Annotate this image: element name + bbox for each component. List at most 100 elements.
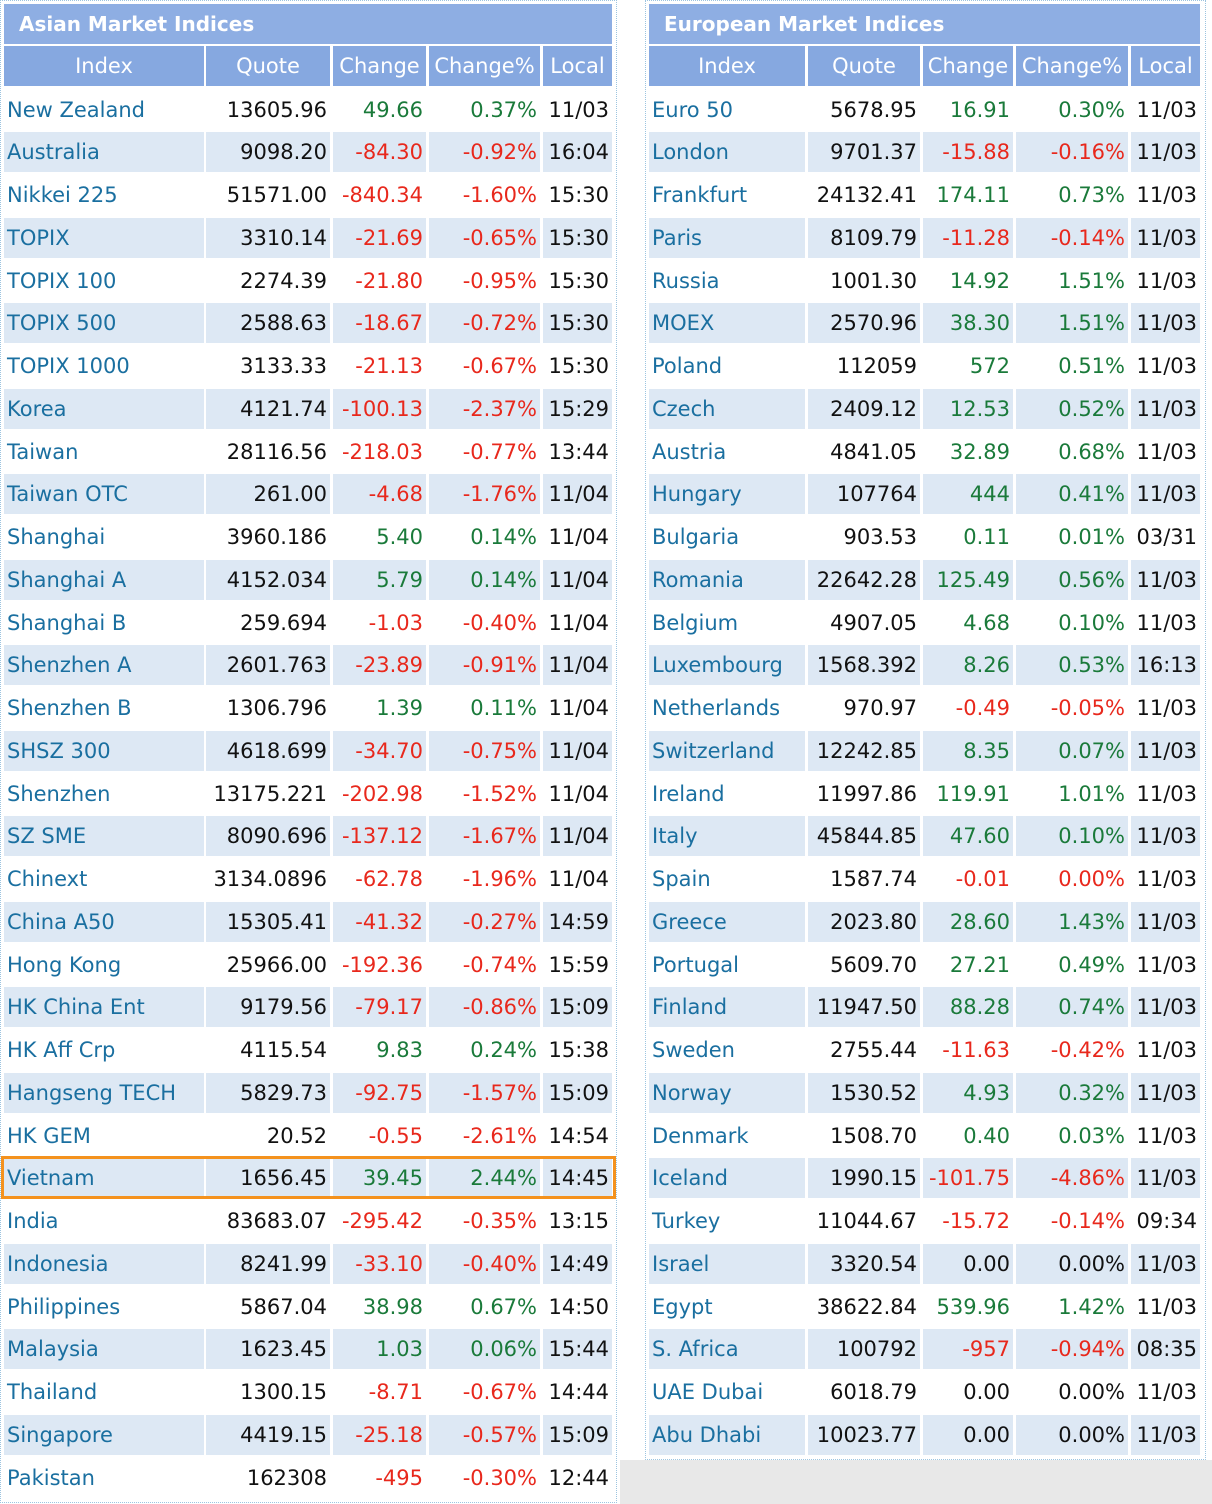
cell-value: 0.03% xyxy=(1016,1115,1128,1156)
cell-value: 119.91 xyxy=(923,773,1013,814)
cell-value: 27.21 xyxy=(923,944,1013,985)
cell-value: 11/03 xyxy=(1131,773,1200,814)
cell-value: -11.28 xyxy=(923,217,1013,258)
cell-value: -4.86% xyxy=(1016,1158,1128,1199)
cell-value: 22642.28 xyxy=(808,559,920,600)
index-name: Denmark xyxy=(649,1115,805,1156)
index-name: Australia xyxy=(4,132,204,173)
cell-value: 11/04 xyxy=(543,688,612,728)
index-name: Poland xyxy=(649,346,805,386)
cell-value: 0.14% xyxy=(429,559,540,600)
index-name: Shenzhen xyxy=(4,773,204,814)
cell-value: -21.69 xyxy=(333,217,426,258)
cell-value: 1001.30 xyxy=(808,260,920,301)
cell-value: 28.60 xyxy=(923,901,1013,942)
index-name: Sweden xyxy=(649,1030,805,1070)
cell-value: 11/03 xyxy=(1131,859,1200,899)
column-header: Change% xyxy=(429,46,540,86)
cell-value: 9179.56 xyxy=(206,987,330,1028)
index-name: TOPIX 1000 xyxy=(4,346,204,386)
cell-value: -0.55 xyxy=(333,1115,426,1156)
cell-value: -0.14% xyxy=(1016,1201,1128,1241)
index-name: Russia xyxy=(649,260,805,301)
cell-value: 11/03 xyxy=(1131,474,1200,515)
cell-value: -1.57% xyxy=(429,1072,540,1113)
cell-value: 4115.54 xyxy=(206,1030,330,1070)
cell-value: 0.24% xyxy=(429,1030,540,1070)
cell-value: 14:44 xyxy=(543,1372,612,1412)
cell-value: 0.00% xyxy=(1016,1372,1128,1412)
cell-value: 0.37% xyxy=(429,89,540,130)
index-name: S. Africa xyxy=(649,1329,805,1370)
index-name: Norway xyxy=(649,1072,805,1113)
cell-value: 8.26 xyxy=(923,645,1013,686)
index-name: Egypt xyxy=(649,1286,805,1327)
cell-value: 12242.85 xyxy=(808,730,920,771)
cell-value: -2.61% xyxy=(429,1115,540,1156)
cell-value: 15:30 xyxy=(543,175,612,215)
cell-value: 1.43% xyxy=(1016,901,1128,942)
index-name: SHSZ 300 xyxy=(4,730,204,771)
cell-value: -0.65% xyxy=(429,217,540,258)
index-name: New Zealand xyxy=(4,89,204,130)
index-name: Abu Dhabi xyxy=(649,1414,805,1455)
cell-value: 11/04 xyxy=(543,645,612,686)
index-name: Luxembourg xyxy=(649,645,805,686)
cell-value: 11044.67 xyxy=(808,1201,920,1241)
cell-value: 11/04 xyxy=(543,773,612,814)
cell-value: -0.91% xyxy=(429,645,540,686)
cell-value: 38.98 xyxy=(333,1286,426,1327)
cell-value: 0.53% xyxy=(1016,645,1128,686)
cell-value: 2274.39 xyxy=(206,260,330,301)
index-name: Turkey xyxy=(649,1201,805,1241)
cell-value: 13175.221 xyxy=(206,773,330,814)
cell-value: 0.10% xyxy=(1016,816,1128,857)
cell-value: 11/04 xyxy=(543,602,612,643)
cell-value: 107764 xyxy=(808,474,920,515)
cell-value: -100.13 xyxy=(333,388,426,429)
index-name: Shanghai A xyxy=(4,559,204,600)
cell-value: 11947.50 xyxy=(808,987,920,1028)
cell-value: -62.78 xyxy=(333,859,426,899)
cell-value: 2588.63 xyxy=(206,303,330,344)
cell-value: 13:44 xyxy=(543,431,612,472)
cell-value: -0.27% xyxy=(429,901,540,942)
cell-value: 11/03 xyxy=(1131,1243,1200,1284)
cell-value: 13:15 xyxy=(543,1201,612,1241)
index-name: HK Aff Crp xyxy=(4,1030,204,1070)
cell-value: 15305.41 xyxy=(206,901,330,942)
cell-value: 1.03 xyxy=(333,1329,426,1370)
cell-value: -25.18 xyxy=(333,1414,426,1455)
cell-value: 11/03 xyxy=(1131,1115,1200,1156)
cell-value: 11/03 xyxy=(543,89,612,130)
cell-value: 0.11% xyxy=(429,688,540,728)
cell-value: 11/04 xyxy=(543,517,612,557)
column-header: Change% xyxy=(1016,46,1128,86)
cell-value: -0.42% xyxy=(1016,1030,1128,1070)
cell-value: 15:44 xyxy=(543,1329,612,1370)
cell-value: -2.37% xyxy=(429,388,540,429)
cell-value: 15:09 xyxy=(543,987,612,1028)
cell-value: 49.66 xyxy=(333,89,426,130)
cell-value: 0.06% xyxy=(429,1329,540,1370)
cell-value: -0.72% xyxy=(429,303,540,344)
index-name: Chinext xyxy=(4,859,204,899)
cell-value: 1.39 xyxy=(333,688,426,728)
cell-value: 174.11 xyxy=(923,175,1013,215)
index-name: Israel xyxy=(649,1243,805,1284)
cell-value: 4841.05 xyxy=(808,431,920,472)
cell-value: -495 xyxy=(333,1457,426,1498)
cell-value: 16:13 xyxy=(1131,645,1200,686)
cell-value: 0.14% xyxy=(429,517,540,557)
index-name: TOPIX 500 xyxy=(4,303,204,344)
cell-value: -79.17 xyxy=(333,987,426,1028)
index-name: Netherlands xyxy=(649,688,805,728)
cell-value: 0.67% xyxy=(429,1286,540,1327)
cell-value: -0.16% xyxy=(1016,132,1128,173)
column-header: Index xyxy=(4,46,204,86)
cell-value: -295.42 xyxy=(333,1201,426,1241)
cell-value: 0.00% xyxy=(1016,1414,1128,1455)
cell-value: 1300.15 xyxy=(206,1372,330,1412)
cell-value: 16.91 xyxy=(923,89,1013,130)
